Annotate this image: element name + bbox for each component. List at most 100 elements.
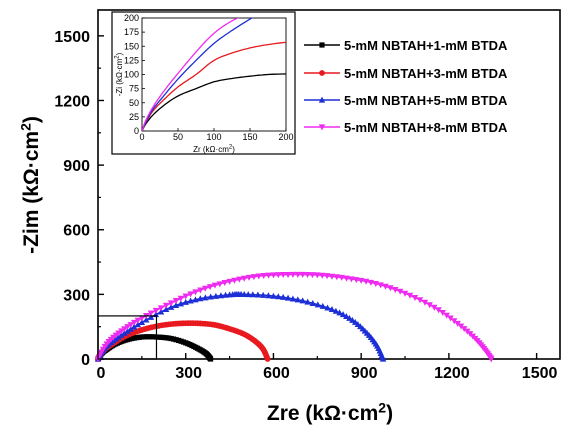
data-point	[172, 302, 180, 309]
data-point	[270, 292, 277, 299]
data-point	[118, 331, 125, 338]
data-point	[187, 297, 194, 304]
data-point	[138, 318, 146, 325]
data-point	[245, 291, 252, 298]
inset-y-tick-label: 125	[124, 55, 139, 65]
y-tick-label: 0	[81, 352, 90, 369]
y-axis-label: -Zim (kΩ·cm2)	[17, 116, 43, 254]
data-point	[304, 298, 311, 305]
data-point	[332, 307, 340, 314]
inset-y-tick-label: 50	[129, 98, 139, 108]
zoom-region-box	[97, 315, 158, 360]
data-point	[443, 312, 450, 319]
data-point	[284, 294, 292, 301]
data-point	[372, 280, 379, 287]
data-point	[309, 299, 316, 306]
data-point	[259, 291, 267, 298]
data-point	[177, 295, 185, 302]
data-point	[177, 300, 185, 307]
legend-label: 5-mM NBTAH+8-mM BTDA	[344, 120, 508, 135]
data-point	[118, 328, 125, 335]
data-point	[284, 271, 292, 278]
data-point	[157, 308, 165, 315]
data-point	[147, 313, 155, 320]
data-point	[254, 291, 262, 298]
data-point	[187, 291, 194, 298]
data-point	[250, 274, 258, 281]
inset-y-axis-label: -Zi (kΩ·cm2)	[115, 52, 124, 96]
data-point	[309, 272, 316, 279]
data-point	[416, 297, 424, 304]
data-point	[260, 272, 267, 279]
inset-x-tick-label: 50	[173, 132, 183, 142]
data-point	[289, 271, 297, 278]
data-point	[167, 303, 175, 310]
data-point	[328, 306, 336, 313]
data-point	[206, 284, 214, 291]
data-point	[127, 322, 134, 329]
plot-frame	[97, 9, 561, 360]
data-point	[265, 272, 272, 279]
x-tick-label: 1500	[522, 365, 558, 382]
data-point	[382, 283, 389, 290]
inset-y-tick-label: 25	[129, 112, 139, 122]
data-point	[130, 319, 138, 326]
data-point	[134, 321, 142, 328]
data-point	[401, 290, 409, 297]
data-point	[241, 290, 248, 297]
inset-y-tick-label: 200	[124, 13, 139, 23]
data-point	[353, 277, 360, 284]
data-point	[357, 277, 365, 284]
x-tick-label: 1200	[434, 365, 470, 382]
data-point	[435, 307, 442, 314]
data-point	[426, 302, 433, 309]
data-point	[338, 274, 345, 281]
data-point	[231, 277, 238, 284]
data-point	[130, 323, 138, 330]
series-3	[94, 290, 387, 362]
y-tick-label: 900	[63, 158, 90, 175]
data-point	[249, 291, 257, 298]
data-point	[323, 273, 331, 280]
legend-item-4: 5-mM NBTAH+8-mM BTDA	[304, 120, 508, 135]
data-point	[304, 271, 311, 278]
data-point	[343, 312, 350, 319]
legend-item-1: 5-mM NBTAH+1-mM BTDA	[304, 38, 508, 53]
inset-y-tick-label: 100	[124, 70, 139, 80]
series-4	[94, 271, 495, 363]
data-point	[121, 329, 128, 336]
data-point	[318, 272, 326, 279]
legend-label: 5-mM NBTAH+5-mM BTDA	[344, 93, 508, 108]
data-point	[333, 274, 340, 281]
data-point	[275, 293, 282, 300]
data-point	[270, 272, 277, 279]
data-point	[241, 275, 248, 282]
inset-y-tick-label: 150	[124, 41, 139, 51]
data-point	[406, 292, 414, 299]
data-point	[197, 287, 204, 294]
data-point	[245, 274, 253, 281]
data-point	[319, 302, 327, 309]
y-tick-label: 1500	[54, 29, 90, 46]
data-point	[396, 288, 404, 295]
data-point	[367, 279, 375, 286]
legend-label: 5-mM NBTAH+1-mM BTDA	[344, 38, 508, 53]
data-point	[488, 356, 495, 363]
data-point	[339, 311, 347, 318]
inset-x-tick-label: 100	[206, 132, 221, 142]
legend-marker	[318, 96, 326, 103]
data-point	[152, 307, 160, 314]
data-point	[255, 273, 263, 280]
inset-series-4	[142, 18, 240, 131]
data-point	[211, 282, 219, 289]
inset-x-tick-label: 150	[242, 132, 257, 142]
inset-x-tick-label: 200	[278, 132, 293, 142]
data-point	[226, 278, 233, 285]
data-point	[236, 276, 243, 283]
data-point	[182, 293, 189, 300]
data-point	[265, 292, 272, 299]
data-point	[421, 299, 429, 306]
data-point	[450, 318, 458, 325]
data-point	[202, 294, 209, 301]
